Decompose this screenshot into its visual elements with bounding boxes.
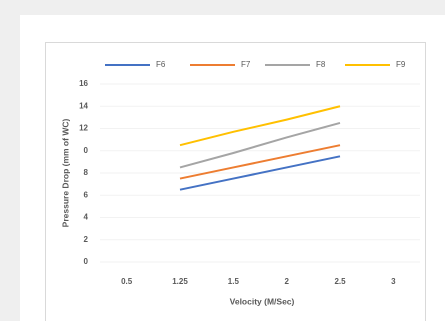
series-line: [179, 121, 341, 169]
y-tick-label: 6: [84, 190, 89, 199]
y-tick-label: 0: [84, 257, 89, 266]
y-tick-label: 0: [84, 146, 89, 155]
y-tick-label: 4: [84, 213, 89, 222]
y-tick-label: 14: [79, 101, 88, 110]
x-tick-label: 1.5: [228, 277, 240, 286]
y-tick-label: 2: [84, 235, 89, 244]
x-tick-label: 0.5: [121, 277, 133, 286]
y-axis-title: Pressure Drop (mm of WC): [60, 119, 70, 228]
legend-label: F6: [156, 60, 166, 69]
y-tick-label: 16: [79, 79, 88, 88]
series-line: [179, 144, 341, 180]
x-axis-title: Velocity (M/Sec): [230, 296, 295, 306]
x-tick-label: 2.5: [334, 277, 346, 286]
y-tick-label: 12: [79, 124, 88, 133]
x-tick-label: 3: [391, 277, 396, 286]
legend-label: F8: [316, 60, 326, 69]
series-line: [179, 155, 341, 191]
series-line: [179, 105, 341, 147]
legend-label: F7: [241, 60, 251, 69]
x-tick-label: 1.25: [172, 277, 188, 286]
chart-frame: [45, 42, 426, 321]
legend-label: F9: [396, 60, 406, 69]
y-tick-label: 8: [84, 168, 89, 177]
x-tick-label: 2: [284, 277, 289, 286]
